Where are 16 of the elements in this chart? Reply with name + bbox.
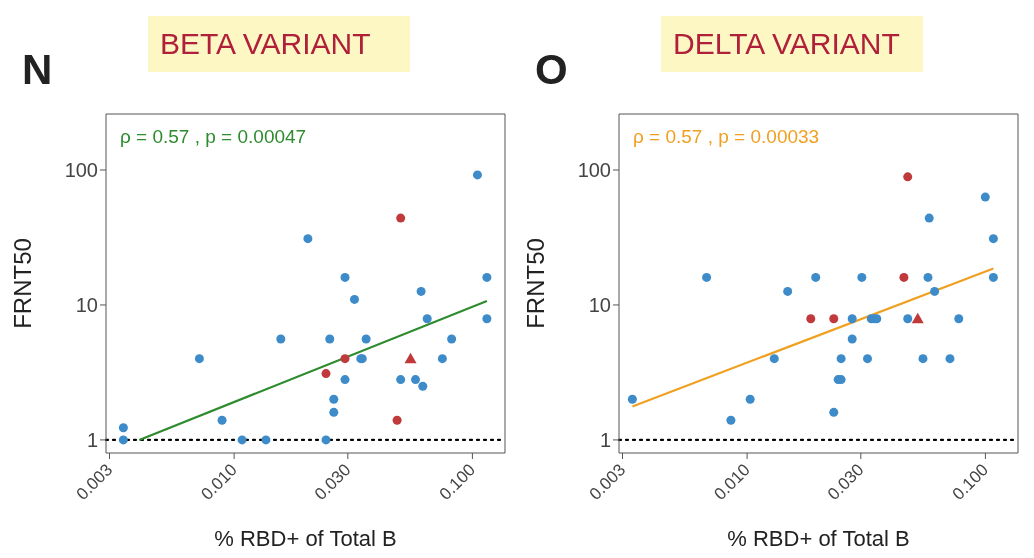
y-tick-label: 100: [64, 159, 98, 182]
y-tick-label: 1: [86, 429, 98, 452]
chart-title: DELTA VARIANT: [661, 16, 923, 72]
x-axis-title: % RBD+ of Total B: [214, 526, 397, 551]
text: O: [535, 46, 568, 94]
y-tick-label: 1: [599, 429, 611, 452]
annotation: ρ = 0.57 , p = 0.00033: [633, 126, 820, 148]
y-tick-label: 100: [577, 159, 611, 182]
x-axis-title: % RBD+ of Total B: [727, 526, 910, 551]
chart-title: BETA VARIANT: [148, 16, 410, 72]
y-tick-label: 10: [588, 294, 611, 317]
y-tick-label: 10: [75, 294, 98, 317]
y-axis-title: FRNT50: [521, 238, 549, 329]
y-axis-title: FRNT50: [8, 238, 36, 329]
annotation: ρ = 0.57 , p = 0.00047: [120, 126, 307, 148]
text: N: [22, 46, 53, 94]
